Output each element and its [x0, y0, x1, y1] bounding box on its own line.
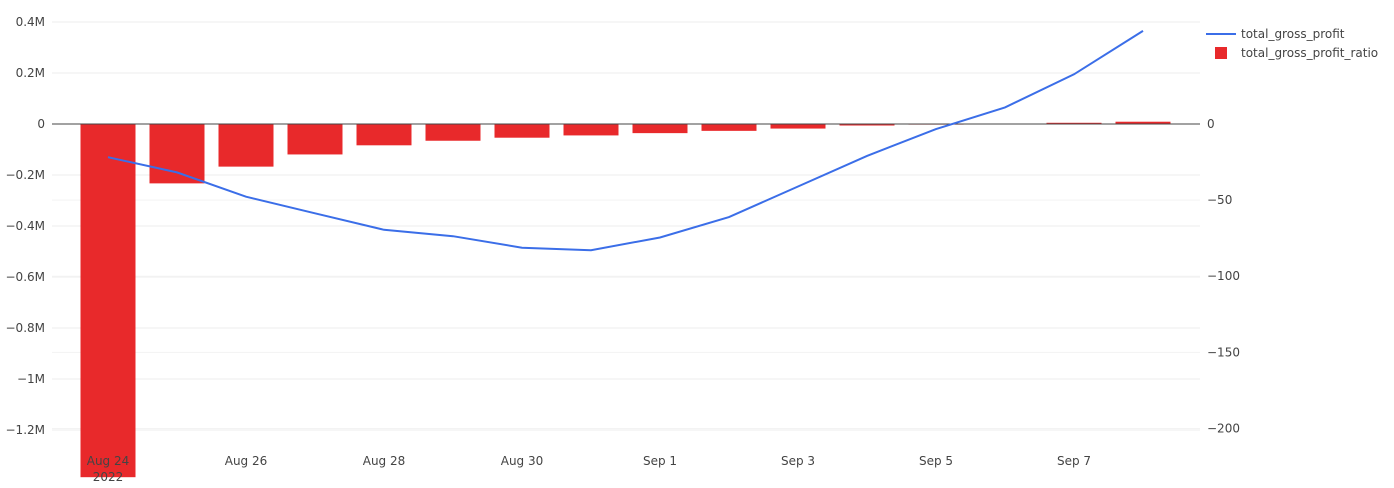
bar-9 [701, 124, 757, 131]
right-tick-1: −50 [1207, 193, 1232, 207]
x-tick-year-0: 2022 [93, 470, 124, 484]
bar-14 [1046, 122, 1102, 124]
bar-10 [770, 124, 826, 129]
legend-item-profit[interactable]: total_gross_profit [1206, 27, 1345, 41]
x-tick-3: Aug 30 [501, 454, 544, 468]
legend-label-ratio: total_gross_profit_ratio [1241, 46, 1378, 60]
bar-7 [563, 124, 619, 136]
right-tick-4: −200 [1207, 421, 1240, 435]
x-tick-4: Sep 1 [643, 454, 677, 468]
legend-bar-swatch [1215, 47, 1227, 59]
right-tick-2: −100 [1207, 269, 1240, 283]
bar-4 [356, 124, 412, 146]
legend-item-ratio[interactable]: total_gross_profit_ratio [1215, 46, 1378, 60]
bar-6 [494, 124, 550, 138]
x-tick-6: Sep 5 [919, 454, 953, 468]
x-axis-ticks: Aug 24 2022 Aug 26 Aug 28 Aug 30 Sep 1 Sep 3 Se… [87, 454, 1091, 484]
x-tick-2: Aug 28 [363, 454, 406, 468]
bar-15 [1115, 121, 1171, 124]
left-tick-5: −0.6M [6, 270, 46, 284]
bar-3 [287, 124, 343, 155]
right-axis-ticks: 0 −50 −100 −150 −200 [1207, 117, 1240, 435]
bar-0 [80, 124, 136, 478]
legend-label-profit: total_gross_profit [1241, 27, 1345, 41]
bar-8 [632, 124, 688, 134]
legend[interactable]: total_gross_profit total_gross_profit_ra… [1206, 27, 1378, 60]
left-tick-7: −1M [17, 372, 45, 386]
x-tick-1: Aug 26 [225, 454, 268, 468]
profit-line [107, 30, 1144, 252]
left-tick-0: 0.4M [16, 15, 45, 29]
x-tick-0: Aug 24 [87, 454, 130, 468]
grid-lines [52, 21, 1200, 431]
left-tick-1: 0.2M [16, 66, 45, 80]
ratio-bars [80, 121, 1171, 478]
bar-5 [425, 124, 481, 141]
right-tick-0: 0 [1207, 117, 1215, 131]
left-tick-4: −0.4M [6, 219, 46, 233]
x-tick-7: Sep 7 [1057, 454, 1091, 468]
right-tick-3: −150 [1207, 345, 1240, 359]
bar-11 [839, 124, 895, 126]
bar-1 [149, 124, 205, 184]
bar-2 [218, 124, 274, 167]
left-axis-ticks: 0.4M 0.2M 0 −0.2M −0.4M −0.6M −0.8M −1M −1.2M [6, 15, 46, 437]
left-tick-2: 0 [37, 117, 45, 131]
left-tick-8: −1.2M [6, 423, 46, 437]
left-tick-3: −0.2M [6, 168, 46, 182]
left-tick-6: −0.8M [6, 321, 46, 335]
x-tick-5: Sep 3 [781, 454, 815, 468]
